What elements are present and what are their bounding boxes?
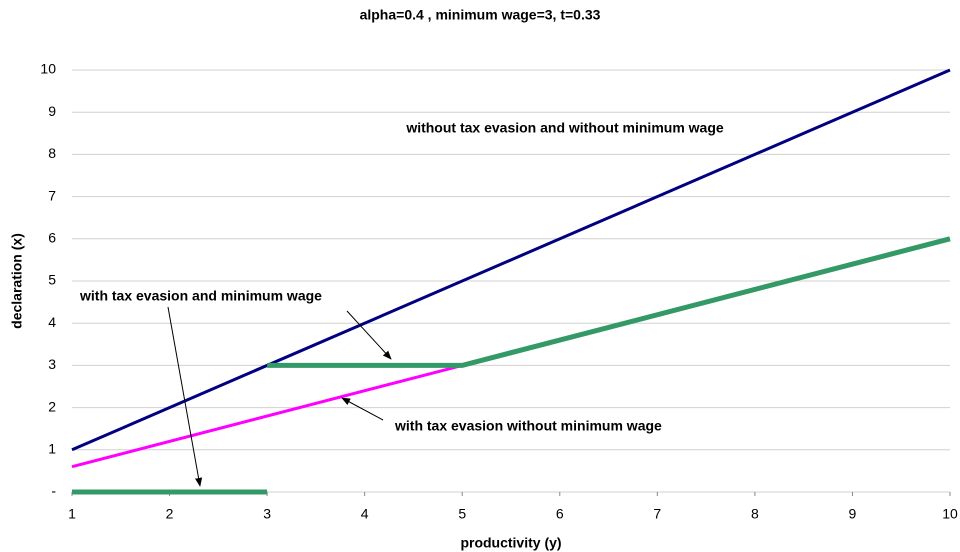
y-tick-label: 6 <box>48 230 56 246</box>
x-tick-label: 9 <box>849 506 857 522</box>
series-line <box>71 68 951 452</box>
arrow <box>341 397 384 421</box>
x-tick-label: 1 <box>68 506 76 522</box>
x-tick-label: 10 <box>942 506 958 522</box>
y-axis-title: declaration (x) <box>9 233 25 329</box>
series-annotation: without tax evasion and without minimum … <box>405 120 724 136</box>
y-tick-label: 4 <box>48 314 56 330</box>
x-tick-label: 7 <box>653 506 661 522</box>
y-tick-label: 8 <box>48 145 56 161</box>
x-tick-label: 6 <box>556 506 564 522</box>
y-tick-label: 3 <box>48 356 56 372</box>
y-tick-label: 10 <box>40 61 56 77</box>
y-tick-label: - <box>51 483 56 499</box>
chart-title: alpha=0.4 , minimum wage=3, t=0.33 <box>360 7 601 23</box>
annotations: without tax evasion and without minimum … <box>79 120 724 434</box>
y-tick-label: 7 <box>48 187 56 203</box>
arrow <box>167 306 203 487</box>
x-tick-label: 4 <box>361 506 369 522</box>
y-tick-label: 1 <box>48 441 56 457</box>
y-tick-label: 2 <box>48 398 56 414</box>
series-line <box>72 236 951 495</box>
series-line <box>71 363 463 469</box>
x-tick-label: 3 <box>263 506 271 522</box>
x-tick-label: 2 <box>166 506 174 522</box>
x-tick-label: 8 <box>751 506 759 522</box>
plot <box>71 68 951 495</box>
series-annotation: with tax evasion without minimum wage <box>394 418 662 434</box>
x-axis-title: productivity (y) <box>460 535 561 551</box>
y-tick-label: 9 <box>48 103 56 119</box>
x-tick-label: 5 <box>458 506 466 522</box>
y-tick-label: 5 <box>48 272 56 288</box>
arrow <box>346 310 392 360</box>
series-annotation: with tax evasion and minimum wage <box>79 288 322 304</box>
arrows <box>167 306 392 487</box>
